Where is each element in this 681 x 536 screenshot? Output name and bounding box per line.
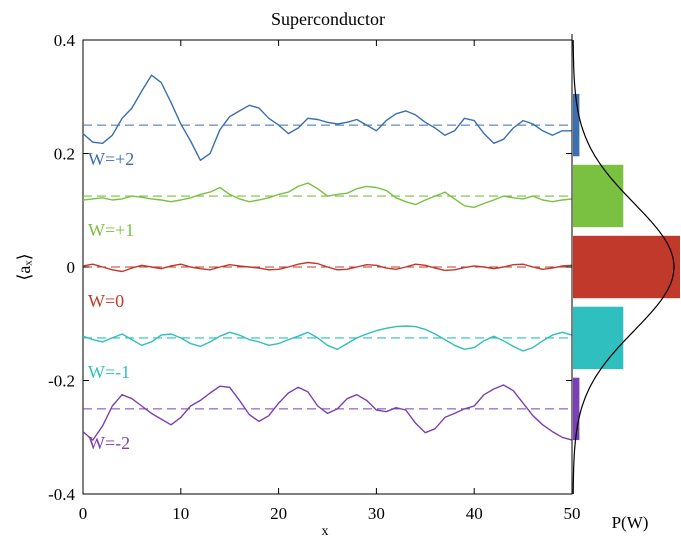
y-axis-label: ⟨aₓ⟩ bbox=[14, 253, 34, 280]
series-labels: W=+2 W=+1 W=0 W=-1 W=-2 bbox=[88, 149, 134, 453]
y-tick-label: -0.4 bbox=[48, 485, 75, 504]
gaussian-fit-curve bbox=[572, 40, 675, 494]
hist-bar-2 bbox=[573, 235, 680, 299]
hist-bar-1 bbox=[573, 164, 624, 228]
y-tick-label: 0.4 bbox=[54, 31, 76, 50]
y-tick-label: 0.2 bbox=[54, 145, 75, 164]
x-axis-label: x bbox=[322, 524, 329, 536]
series-line-1 bbox=[82, 182, 573, 209]
series-line-3 bbox=[82, 325, 573, 352]
series-label-3: W=-1 bbox=[88, 362, 130, 382]
axis-ticks: 0.40.20-0.2-0.40 10 20 30 40 50 bbox=[48, 31, 580, 523]
histogram-panel bbox=[571, 34, 680, 494]
series-label-4: W=-2 bbox=[88, 433, 130, 453]
hist-bar-3 bbox=[573, 306, 624, 370]
hist-bar-0 bbox=[573, 93, 580, 157]
x-tick-label: 40 bbox=[466, 504, 483, 523]
y-tick-label: -0.2 bbox=[48, 372, 75, 391]
x-tick-label: 10 bbox=[172, 504, 189, 523]
hist-bar-4 bbox=[573, 377, 580, 441]
series-line-2 bbox=[82, 261, 573, 273]
series-label-0: W=+2 bbox=[88, 149, 134, 169]
histogram-label: P(W) bbox=[612, 513, 649, 532]
x-tick-label: 0 bbox=[79, 504, 88, 523]
x-tick-label: 20 bbox=[270, 504, 287, 523]
series-line-0 bbox=[82, 74, 572, 161]
plot-area bbox=[82, 39, 573, 495]
chart-title: Superconductor bbox=[271, 9, 385, 29]
x-tick-label: 50 bbox=[564, 504, 581, 523]
series-label-2: W=0 bbox=[88, 291, 124, 311]
series-line-4 bbox=[82, 384, 573, 441]
series-label-1: W=+1 bbox=[88, 220, 134, 240]
x-tick-label: 30 bbox=[368, 504, 385, 523]
y-tick-label: 0 bbox=[67, 258, 76, 277]
